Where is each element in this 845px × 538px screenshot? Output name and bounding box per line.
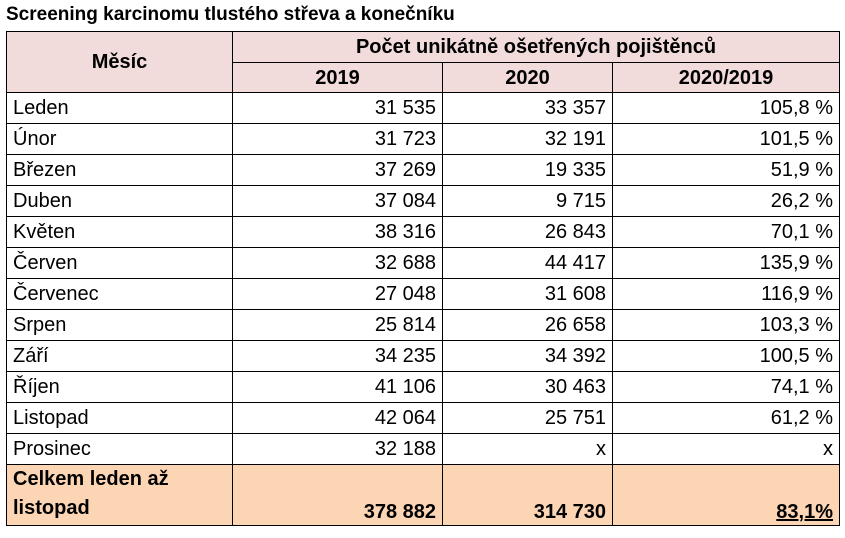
header-2019: 2019	[232, 62, 443, 93]
ratio-cell: 74,1 %	[611, 371, 841, 403]
ratio-cell: 135,9 %	[611, 247, 841, 279]
table-row: Březen 37 269 19 335 51,9 %	[6, 154, 841, 186]
value-2019-cell: 38 316	[232, 216, 443, 248]
value-2019-cell: 32 188	[232, 433, 443, 465]
value-2020-cell: 34 392	[442, 340, 613, 372]
value-2019-cell: 27 048	[232, 278, 443, 310]
header-row-years: 2019 2020 2020/2019	[7, 62, 841, 93]
month-cell: Duben	[6, 185, 233, 217]
month-cell: Únor	[6, 123, 233, 155]
value-2020-cell: 32 191	[442, 123, 613, 155]
month-cell: Červenec	[6, 278, 233, 310]
header-group: Počet unikátně ošetřených pojištěnců	[231, 31, 841, 63]
table-row: Listopad 42 064 25 751 61,2 %	[6, 402, 841, 434]
ratio-cell: 100,5 %	[611, 340, 841, 372]
month-cell: Listopad	[6, 402, 233, 434]
table-header: Měsíc Počet unikátně ošetřených pojištěn…	[6, 31, 841, 93]
value-2020-cell: 19 335	[442, 154, 613, 186]
value-2020-cell: 30 463	[442, 371, 613, 403]
table-row: Prosinec 32 188 x x	[6, 433, 841, 465]
value-2019-cell: 37 084	[232, 185, 443, 217]
table-row: Září 34 235 34 392 100,5 %	[6, 340, 841, 372]
value-2019-cell: 31 723	[232, 123, 443, 155]
table-row: Květen 38 316 26 843 70,1 %	[6, 216, 841, 248]
month-cell: Srpen	[6, 309, 233, 341]
table-row: Duben 37 084 9 715 26,2 %	[6, 185, 841, 217]
ratio-cell: x	[611, 433, 841, 465]
value-2020-cell: 31 608	[442, 278, 613, 310]
value-2020-cell: 25 751	[442, 402, 613, 434]
table-body: Leden 31 535 33 357 105,8 % Únor 31 723 …	[6, 92, 841, 526]
header-ratio: 2020/2019	[611, 62, 841, 93]
ratio-cell: 61,2 %	[611, 402, 841, 434]
total-ratio-cell: 83,1%	[611, 464, 841, 526]
header-row-group: Měsíc Počet unikátně ošetřených pojištěn…	[6, 31, 841, 93]
month-cell: Březen	[6, 154, 233, 186]
value-2020-cell: 26 658	[442, 309, 613, 341]
table-row: Červen 32 688 44 417 135,9 %	[6, 247, 841, 279]
month-cell: Červen	[6, 247, 233, 279]
ratio-cell: 116,9 %	[611, 278, 841, 310]
value-2019-cell: 31 535	[232, 92, 443, 124]
header-month: Měsíc	[6, 31, 233, 93]
month-cell: Leden	[6, 92, 233, 124]
value-2020-cell: 33 357	[442, 92, 613, 124]
total-row: Celkem leden až listopad 378 882 314 730…	[6, 464, 841, 526]
total-ratio-value: 83,1%	[776, 501, 834, 523]
value-2020-cell: 9 715	[442, 185, 613, 217]
table-row: Červenec 27 048 31 608 116,9 %	[6, 278, 841, 310]
screening-table: Měsíc Počet unikátně ošetřených pojištěn…	[6, 31, 841, 526]
month-cell: Květen	[6, 216, 233, 248]
value-2019-cell: 37 269	[232, 154, 443, 186]
value-2019-cell: 25 814	[232, 309, 443, 341]
month-cell: Říjen	[6, 371, 233, 403]
table-row: Únor 31 723 32 191 101,5 %	[6, 123, 841, 155]
ratio-cell: 103,3 %	[611, 309, 841, 341]
value-2019-cell: 41 106	[232, 371, 443, 403]
value-2020-cell: 26 843	[442, 216, 613, 248]
table-row: Srpen 25 814 26 658 103,3 %	[6, 309, 841, 341]
value-2020-cell: x	[442, 433, 613, 465]
total-2019-cell: 378 882	[232, 464, 443, 526]
table-row: Říjen 41 106 30 463 74,1 %	[6, 371, 841, 403]
document-title: Screening karcinomu tlustého střeva a ko…	[6, 4, 455, 25]
value-2020-cell: 44 417	[442, 247, 613, 279]
ratio-cell: 70,1 %	[611, 216, 841, 248]
ratio-cell: 105,8 %	[611, 92, 841, 124]
ratio-cell: 101,5 %	[611, 123, 841, 155]
total-label-cell: Celkem leden až listopad	[6, 464, 233, 526]
value-2019-cell: 32 688	[232, 247, 443, 279]
month-cell: Prosinec	[6, 433, 233, 465]
header-2020: 2020	[442, 62, 613, 93]
ratio-cell: 51,9 %	[611, 154, 841, 186]
month-cell: Září	[6, 340, 233, 372]
table-row: Leden 31 535 33 357 105,8 %	[6, 92, 841, 124]
value-2019-cell: 42 064	[232, 402, 443, 434]
total-2020-cell: 314 730	[442, 464, 613, 526]
value-2019-cell: 34 235	[232, 340, 443, 372]
ratio-cell: 26,2 %	[611, 185, 841, 217]
